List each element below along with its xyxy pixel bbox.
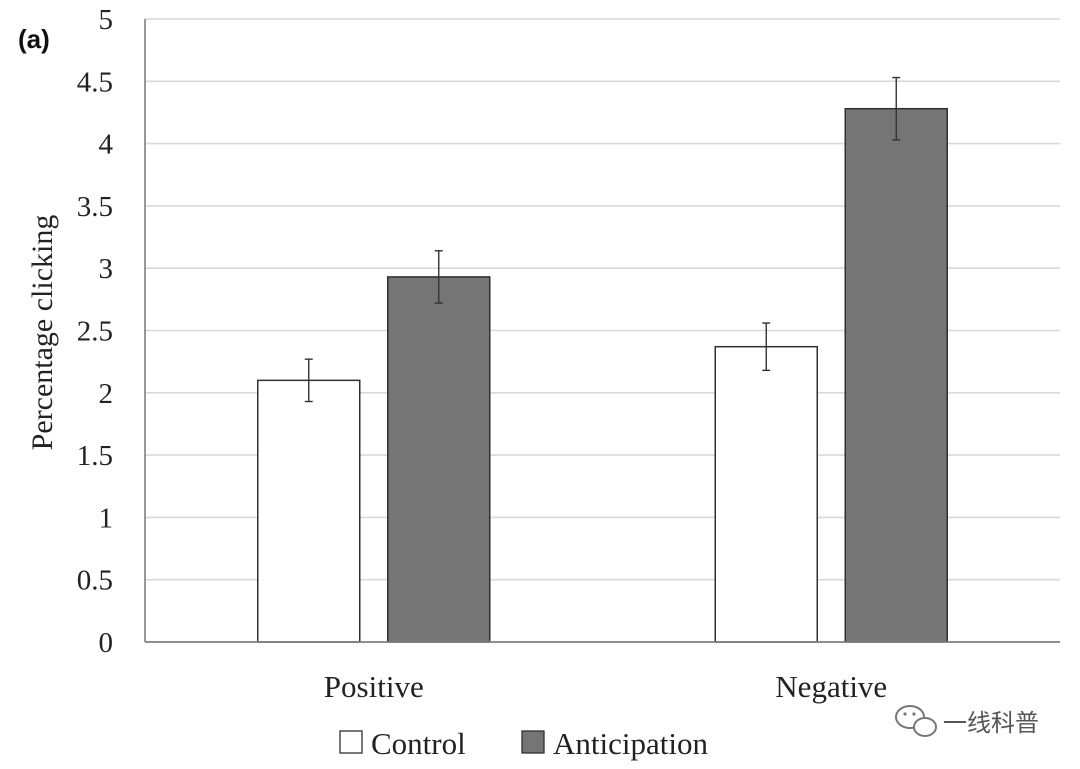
y-axis-title: Percentage clicking [26, 215, 59, 451]
legend-label-anticipation: Anticipation [553, 726, 708, 761]
y-tick-label: 1.5 [77, 440, 113, 472]
watermark: 一线科普 [895, 705, 1039, 737]
axes [144, 19, 1060, 643]
y-tick-label: 2 [99, 378, 114, 410]
y-tick-label: 3 [99, 253, 114, 285]
legend-swatch-anticipation [521, 730, 545, 754]
y-tick-label: 1 [99, 502, 114, 534]
bar-anticipation-positive [387, 276, 491, 643]
y-tick-label: 0.5 [77, 565, 113, 597]
y-tick-label: 4.5 [77, 66, 113, 98]
error-bars [304, 76, 901, 403]
y-tick-label: 2.5 [77, 316, 113, 348]
category-labels: Positive Negative [324, 669, 887, 704]
legend-swatch-control [339, 730, 363, 754]
x-category-label: Negative [775, 669, 887, 704]
watermark-text: 一线科普 [943, 709, 1039, 737]
y-tick-label: 0 [99, 627, 114, 659]
panel-label: (a) [18, 24, 50, 54]
bar-control-negative [714, 345, 818, 643]
y-tick-labels: 0 0.5 1 1.5 2 2.5 3 3.5 4 4.5 5 [77, 4, 114, 659]
y-tick-label: 3.5 [77, 191, 113, 223]
legend-label-control: Control [371, 726, 466, 761]
x-category-label: Positive [324, 669, 424, 704]
y-tick-label: 5 [99, 4, 114, 36]
bars [257, 107, 948, 643]
y-tick-label: 4 [99, 129, 114, 161]
wechat-icon [895, 705, 937, 737]
bar-control-positive [257, 379, 361, 643]
legend: Control Anticipation [339, 726, 708, 761]
bar-anticipation-negative [844, 107, 948, 643]
